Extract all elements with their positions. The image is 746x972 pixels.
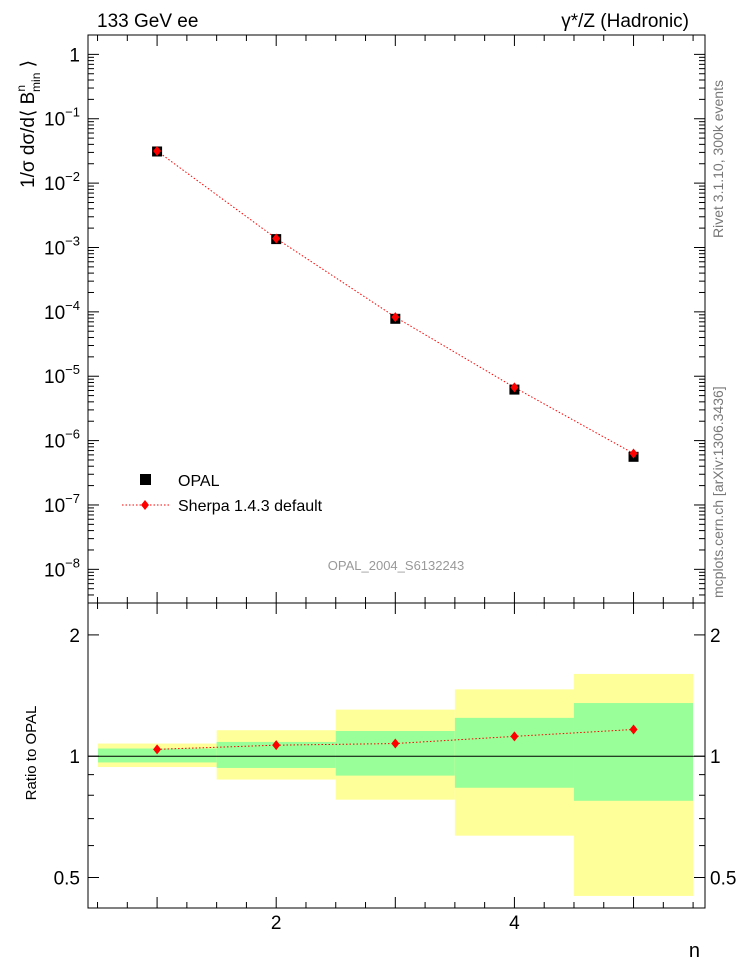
header-right-label: γ*/Z (Hadronic)	[561, 11, 689, 32]
rivet-version-label: Rivet 3.1.10, 300k events	[710, 80, 726, 238]
header-left-label: 133 GeV ee	[97, 11, 198, 32]
main-y-tick-label: 10−4	[44, 298, 80, 324]
sherpa-data-point	[391, 312, 400, 323]
analysis-watermark: OPAL_2004_S6132243	[328, 558, 464, 573]
main-y-tick-label: 10−5	[44, 362, 80, 388]
main-y-ticks: 1 10−1 10−2 10−3 10−4 10−5 10−6 10−7 10−8	[44, 34, 705, 604]
ratio-y-tick-label-right: 0.5	[710, 868, 736, 889]
legend: OPAL Sherpa 1.4.3 default	[122, 473, 323, 515]
legend-sherpa-marker	[141, 500, 149, 510]
ratio-band-stat	[335, 730, 455, 776]
sherpa-ratio-point	[391, 738, 400, 749]
main-y-tick-label: 10−7	[44, 491, 80, 517]
ratio-y-ticks: 0.5 0.5 1 1 2 2	[54, 626, 737, 890]
main-y-tick-label: 10−6	[44, 427, 80, 453]
sherpa-ratio-point	[510, 731, 519, 742]
ratio-x-tick-label: 2	[271, 913, 282, 934]
main-y-tick-label: 10−1	[44, 105, 80, 131]
legend-sherpa-label: Sherpa 1.4.3 default	[178, 498, 323, 515]
ratio-bands	[98, 673, 693, 896]
main-y-tick-label: 10−3	[44, 233, 80, 259]
ratio-band-stat	[454, 717, 574, 788]
main-x-ticks	[97, 35, 694, 603]
x-axis-label: n	[689, 940, 700, 962]
ratio-band-stat	[98, 748, 217, 763]
ratio-panel-frame	[87, 602, 706, 909]
main-series	[152, 146, 639, 462]
ratio-y-tick-label-right: 2	[710, 626, 721, 647]
sherpa-data-point	[153, 146, 162, 157]
sherpa-ratio-point	[272, 740, 281, 751]
ratio-y-tick-label-left: 2	[69, 626, 80, 647]
main-y-tick-label: 10−2	[44, 169, 80, 195]
mcplots-label: mcplots.cern.ch [arXiv:1306.3436]	[710, 386, 726, 598]
main-y-axis-label: 1/σ dσ/d⟨ Bnmin ⟩	[14, 60, 43, 188]
ratio-y-tick-label-left: 0.5	[54, 868, 80, 889]
ratio-x-tick-label: 4	[509, 913, 520, 934]
main-y-tick-label: 10−8	[44, 555, 80, 581]
ratio-band-stat	[573, 703, 693, 801]
sherpa-data-point	[510, 382, 519, 393]
sherpa-line	[156, 150, 634, 454]
main-y-tick-label: 1	[69, 45, 80, 66]
ratio-y-tick-label-right: 1	[710, 747, 721, 768]
legend-opal-marker	[140, 474, 151, 485]
ratio-y-axis-label: Ratio to OPAL	[23, 706, 40, 801]
ratio-series	[88, 724, 705, 757]
legend-opal-label: OPAL	[178, 473, 220, 490]
sherpa-data-point	[629, 448, 638, 459]
sherpa-ratio-point	[629, 724, 638, 735]
sherpa-ratio-point	[153, 744, 162, 755]
sherpa-data-point	[272, 233, 281, 244]
ratio-y-tick-label-left: 1	[69, 747, 80, 768]
